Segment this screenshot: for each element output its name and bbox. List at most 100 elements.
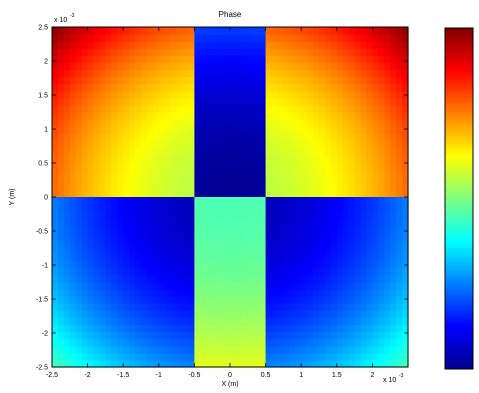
heatmap-cell bbox=[63, 97, 71, 106]
heatmap-cell bbox=[313, 27, 320, 35]
heatmap-cell bbox=[324, 140, 332, 149]
heatmap-cell bbox=[203, 289, 207, 297]
heatmap-cell bbox=[141, 310, 148, 319]
heatmap-cell bbox=[241, 282, 246, 290]
heatmap-cell bbox=[301, 175, 308, 184]
heatmap-cell bbox=[129, 282, 136, 290]
heatmap-cell bbox=[295, 303, 302, 311]
heatmap-cell bbox=[313, 345, 320, 354]
heatmap-cell bbox=[170, 69, 178, 78]
heatmap-cell bbox=[164, 168, 172, 177]
heatmap-cell bbox=[289, 352, 296, 361]
heatmap-cell bbox=[265, 345, 273, 354]
heatmap-cell bbox=[188, 126, 195, 134]
heatmap-cell bbox=[262, 55, 267, 64]
heatmap-cell bbox=[117, 218, 124, 226]
heatmap-cell bbox=[146, 324, 154, 333]
heatmap-cell bbox=[224, 161, 228, 170]
heatmap-cell bbox=[289, 267, 296, 276]
heatmap-cell bbox=[277, 112, 284, 120]
heatmap-cell bbox=[289, 119, 296, 127]
heatmap-cell bbox=[384, 211, 391, 219]
heatmap-cell bbox=[348, 182, 356, 191]
heatmap-cell bbox=[295, 345, 302, 354]
heatmap-cell bbox=[232, 338, 237, 347]
heatmap-cell bbox=[250, 260, 255, 269]
heatmap-cell bbox=[253, 324, 258, 333]
heatmap-cell bbox=[75, 168, 83, 177]
heatmap-cell bbox=[277, 338, 284, 347]
heatmap-cell bbox=[203, 175, 207, 184]
heatmap-cell bbox=[141, 126, 148, 134]
heatmap-cell bbox=[87, 204, 95, 212]
heatmap-cell bbox=[259, 76, 264, 85]
heatmap-cell bbox=[348, 310, 356, 319]
heatmap-cell bbox=[253, 90, 258, 99]
heatmap-cell bbox=[230, 83, 234, 92]
heatmap-cell bbox=[221, 69, 225, 78]
heatmap-cell bbox=[215, 147, 219, 156]
heatmap-cell bbox=[135, 55, 142, 64]
heatmap-cell bbox=[262, 352, 267, 361]
heatmap-cell bbox=[209, 147, 213, 156]
heatmap-cell bbox=[354, 218, 362, 226]
heatmap-cell bbox=[224, 282, 228, 290]
heatmap-cell bbox=[390, 126, 397, 134]
heatmap-cell bbox=[330, 253, 338, 262]
heatmap-cell bbox=[390, 303, 397, 311]
heatmap-cell bbox=[241, 27, 246, 35]
x-tick-label: 2 bbox=[370, 372, 374, 379]
heatmap-cell bbox=[235, 317, 240, 326]
heatmap-cell bbox=[289, 239, 296, 248]
x-tick-label: 0.5 bbox=[261, 372, 271, 379]
heatmap-cell bbox=[250, 140, 255, 149]
heatmap-cell bbox=[215, 182, 219, 191]
y-tick-label: 1.5 bbox=[38, 93, 48, 100]
heatmap-cell bbox=[146, 232, 154, 241]
heatmap-cell bbox=[313, 140, 320, 149]
heatmap-cell bbox=[319, 112, 326, 120]
heatmap-cell bbox=[209, 133, 213, 141]
colorbar bbox=[444, 27, 474, 370]
heatmap-cell bbox=[75, 90, 83, 99]
heatmap-cell bbox=[360, 197, 368, 205]
heatmap-cell bbox=[283, 133, 290, 141]
heatmap-cell bbox=[330, 182, 338, 191]
heatmap-cell bbox=[307, 126, 314, 134]
heatmap-cell bbox=[336, 69, 344, 78]
heatmap-cell bbox=[390, 296, 397, 304]
heatmap-cell bbox=[330, 260, 338, 269]
heatmap-cell bbox=[348, 303, 356, 311]
heatmap-cell bbox=[227, 303, 231, 311]
heatmap-cell bbox=[69, 55, 77, 64]
heatmap-cell bbox=[69, 154, 77, 163]
heatmap-cell bbox=[135, 175, 142, 184]
heatmap-cell bbox=[319, 97, 326, 106]
heatmap-cell bbox=[295, 175, 302, 184]
heatmap-cell bbox=[87, 211, 95, 219]
heatmap-cell bbox=[105, 41, 112, 49]
heatmap-cell bbox=[366, 282, 373, 290]
heatmap-cell bbox=[129, 267, 136, 276]
heatmap-cell bbox=[262, 182, 267, 191]
heatmap-cell bbox=[117, 352, 124, 361]
heatmap-cell bbox=[384, 55, 391, 64]
heatmap-cell bbox=[247, 76, 252, 85]
heatmap-cell bbox=[117, 140, 124, 149]
heatmap-cell bbox=[378, 34, 385, 42]
heatmap-cell bbox=[176, 140, 184, 149]
heatmap-cell bbox=[212, 27, 216, 35]
heatmap-cell bbox=[307, 246, 314, 255]
heatmap-cell bbox=[336, 112, 344, 120]
heatmap-cell bbox=[230, 55, 234, 64]
heatmap-cell bbox=[224, 83, 228, 92]
heatmap-cell bbox=[227, 112, 231, 120]
heatmap-cell bbox=[218, 154, 222, 163]
heatmap-cell bbox=[319, 104, 326, 113]
heatmap-cell bbox=[224, 168, 228, 177]
heatmap-cell bbox=[253, 338, 258, 347]
heatmap-cell bbox=[212, 246, 216, 255]
heatmap-cell bbox=[182, 289, 190, 297]
heatmap-cell bbox=[336, 97, 344, 106]
heatmap-cell bbox=[301, 232, 308, 241]
